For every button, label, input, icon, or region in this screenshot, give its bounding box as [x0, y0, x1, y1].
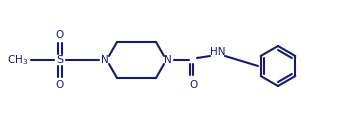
Text: CH$_3$: CH$_3$ [7, 53, 28, 67]
Text: N: N [164, 55, 172, 65]
Text: HN: HN [210, 47, 226, 57]
Text: O: O [56, 80, 64, 90]
Text: O: O [56, 30, 64, 40]
Text: S: S [56, 55, 64, 65]
Text: N: N [101, 55, 109, 65]
Text: O: O [189, 80, 197, 90]
